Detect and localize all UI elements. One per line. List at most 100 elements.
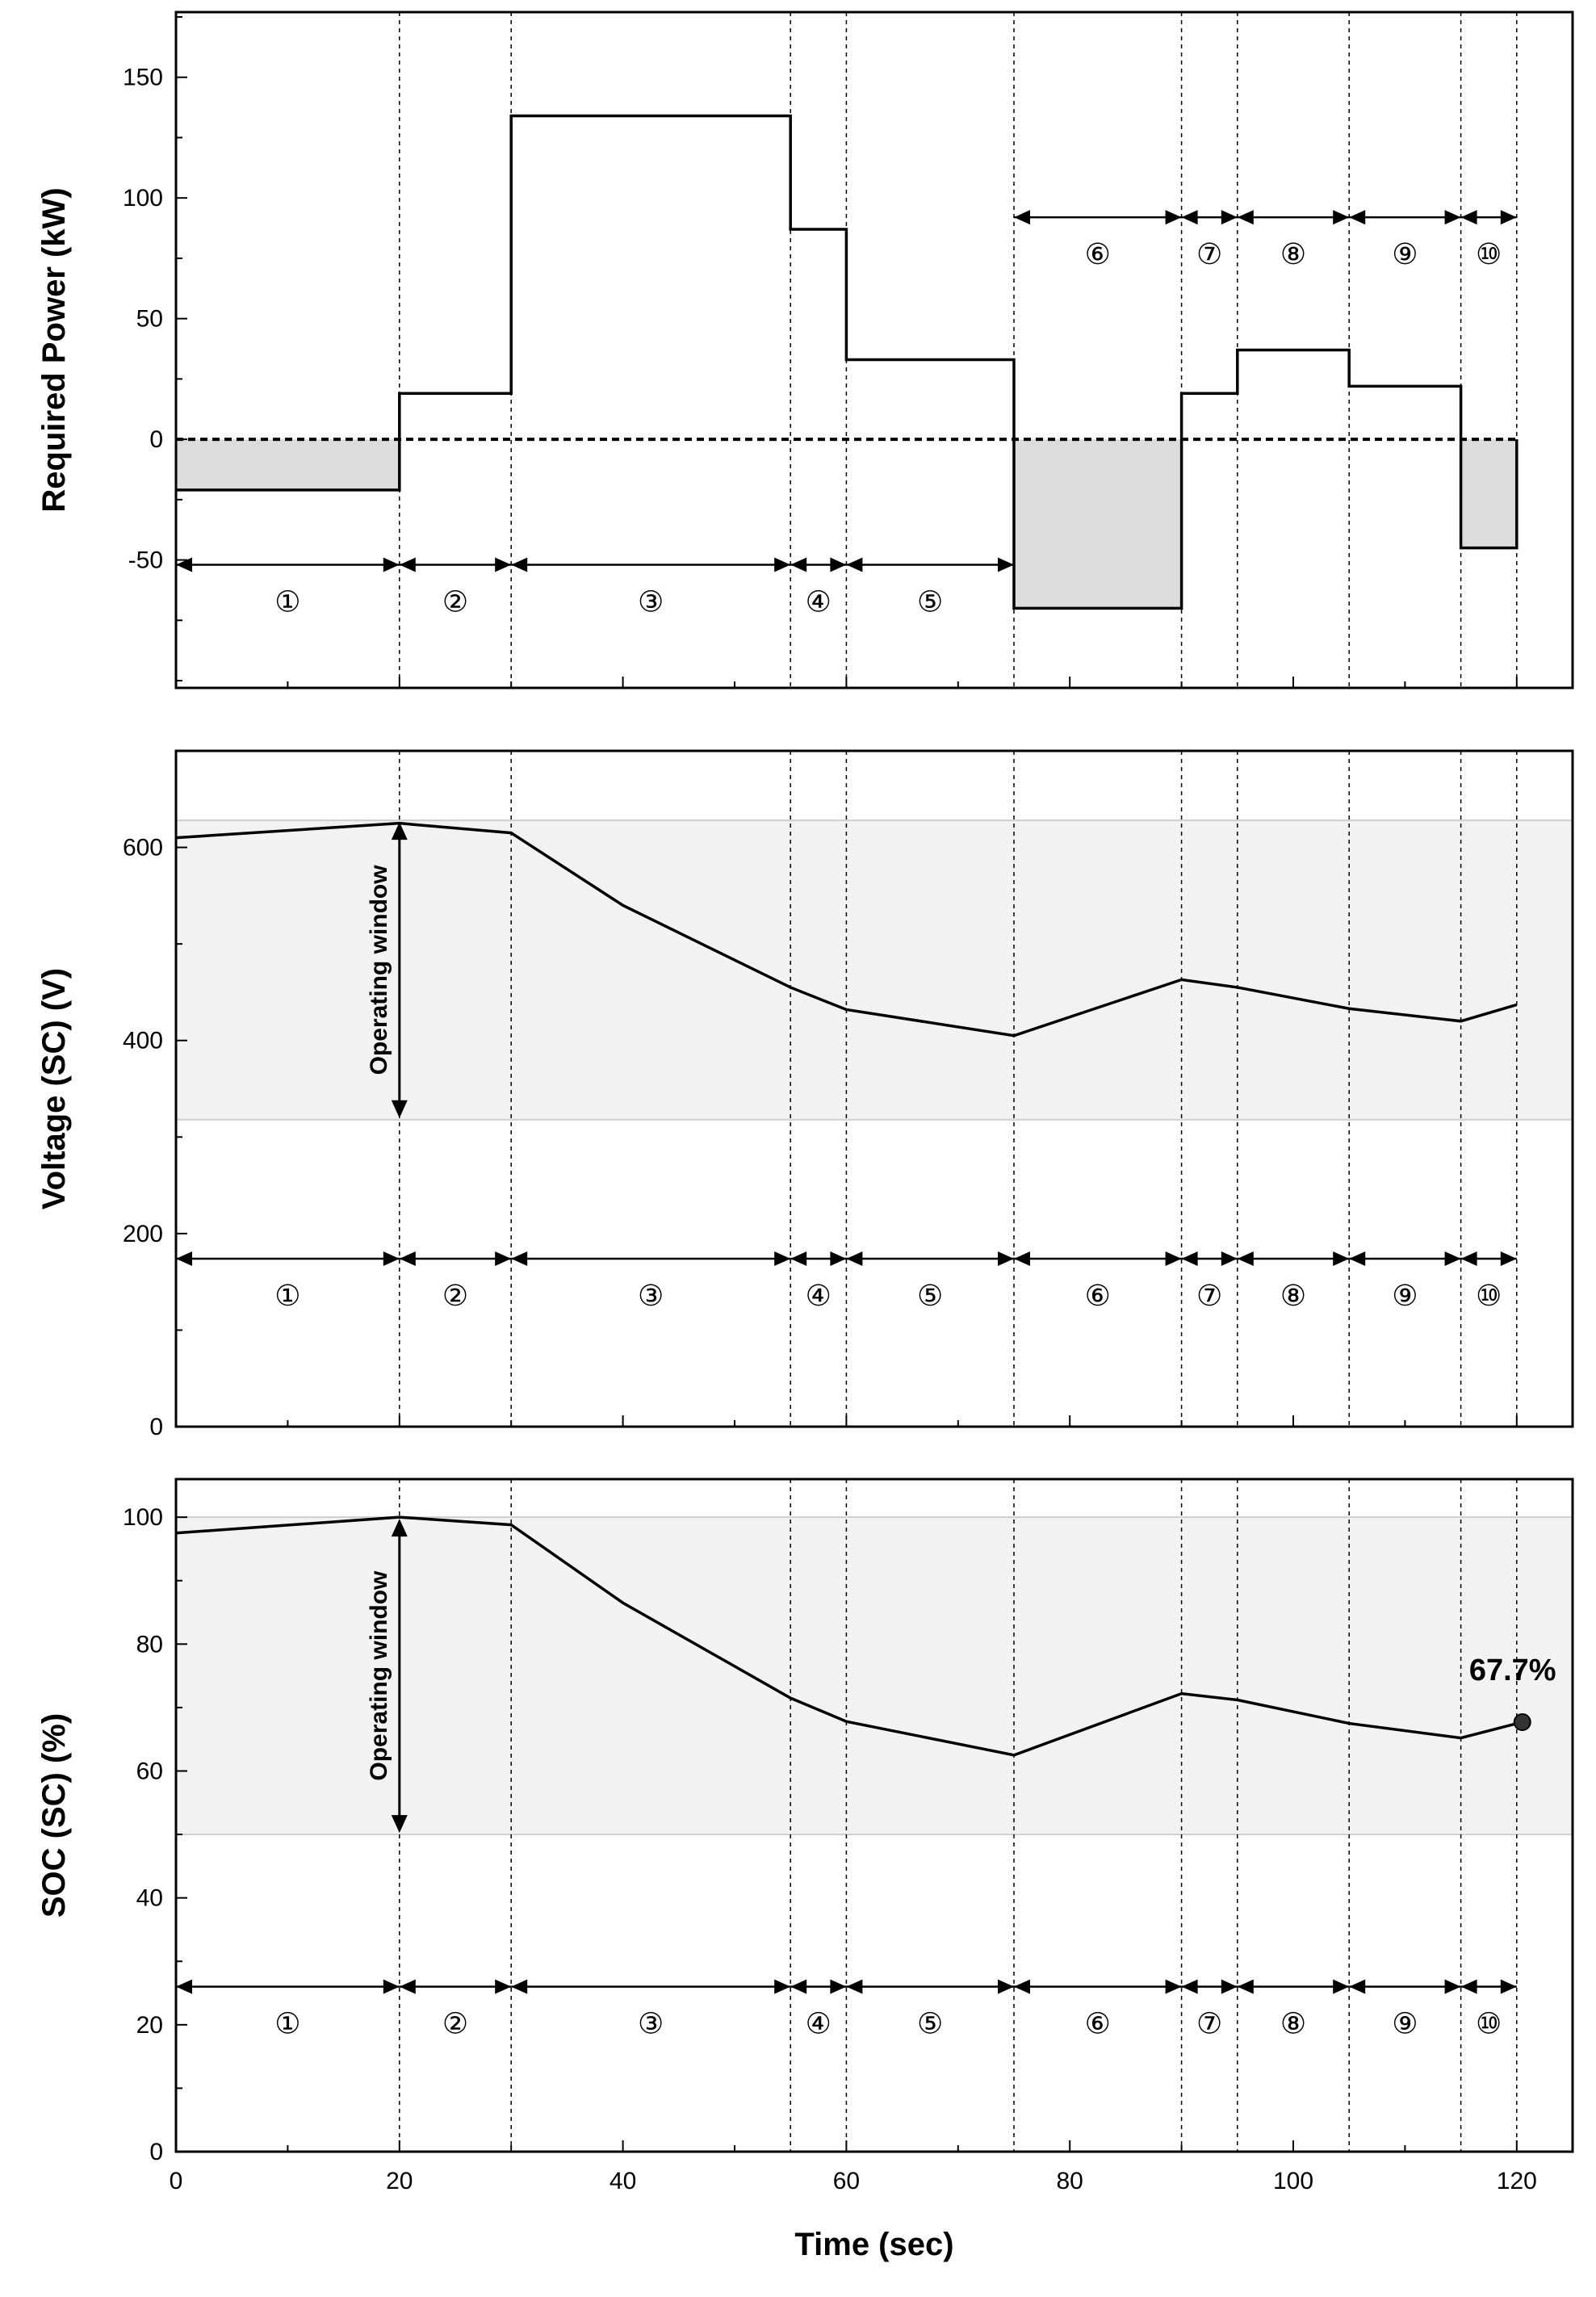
soc-end-value-label: 67.7% — [1469, 1654, 1556, 1687]
power-negative-shade — [1460, 439, 1517, 548]
power-segment-label: ④ — [806, 585, 832, 618]
soc-segment-arrowhead — [511, 1979, 528, 1994]
power-negative-shade — [176, 439, 400, 490]
power-y-tick-label: 100 — [123, 185, 163, 212]
voltage-segment-label: ⑧ — [1280, 1279, 1306, 1312]
voltage-segment-arrowhead — [383, 1251, 400, 1266]
power-negative-shade — [1014, 439, 1182, 609]
soc-y-tick-label: 80 — [136, 1631, 163, 1658]
power-segment-arrowhead — [1444, 210, 1461, 225]
voltage-segment-arrowhead — [1014, 1251, 1030, 1266]
soc-y-axis-title: SOC (SC) (%) — [36, 1713, 72, 1918]
power-y-axis-title: Required Power (kW) — [36, 187, 72, 512]
power-segment-arrowhead — [1165, 210, 1182, 225]
voltage-segment-arrowhead — [1165, 1251, 1182, 1266]
voltage-segment-label: ① — [274, 1279, 300, 1312]
power-segment-arrowhead — [1221, 210, 1238, 225]
soc-x-tick-label: 60 — [833, 2168, 860, 2194]
voltage-segment-label: ④ — [806, 1279, 832, 1312]
voltage-segment-arrowhead — [1500, 1251, 1517, 1266]
soc-x-tick-label: 100 — [1273, 2168, 1313, 2194]
soc-series-line — [175, 1515, 1523, 1757]
power-segment-label: ⑤ — [917, 585, 943, 618]
voltage-y-tick-label: 200 — [123, 1221, 163, 1247]
power-segment-arrowhead — [1333, 210, 1350, 225]
soc-segment-arrowhead — [1014, 1979, 1030, 1994]
power-segment-arrowhead — [1181, 210, 1198, 225]
soc-window-arrowhead — [391, 1519, 408, 1537]
voltage-operating-window-band — [175, 819, 1573, 1121]
soc-segment-arrowhead — [1165, 1979, 1182, 1994]
soc-segment-arrowhead — [790, 1979, 807, 1994]
soc-end-marker — [1513, 1712, 1531, 1731]
power-plot-frame — [174, 10, 1574, 690]
soc-segment-label: ⑨ — [1392, 2007, 1418, 2040]
soc-segment-arrowhead — [830, 1979, 847, 1994]
power-segment-arrowhead — [1237, 210, 1254, 225]
power-y-tick-label: 0 — [149, 426, 163, 453]
voltage-y-axis-title: Voltage (SC) (V) — [36, 968, 72, 1209]
power-segment-arrowhead — [399, 557, 416, 572]
soc-plot-frame — [174, 1478, 1574, 2153]
voltage-segment-label: ③ — [638, 1279, 664, 1312]
soc-segment-arrowhead — [1181, 1979, 1198, 1994]
power-y-tick-label: 50 — [136, 306, 163, 333]
voltage-segment-arrowhead — [495, 1251, 512, 1266]
soc-segment-arrowhead — [495, 1979, 512, 1994]
power-segment-label: ② — [442, 585, 468, 618]
voltage-operating-window-label: Operating window — [366, 865, 392, 1075]
voltage-segment-arrowhead — [1221, 1251, 1238, 1266]
power-segment-arrowhead — [511, 557, 528, 572]
soc-x-tick-label: 120 — [1497, 2168, 1537, 2194]
soc-segment-label: ④ — [806, 2007, 832, 2040]
power-segment-arrowhead — [774, 557, 791, 572]
power-segment-arrowhead — [1014, 210, 1030, 225]
voltage-segment-arrowhead — [790, 1251, 807, 1266]
power-panel: ① ② ③ ④ ⑤ ⑥ ⑦ ⑧ ⑨ ⑩ -50 0 50 100 150 Required Power (kW… — [36, 10, 1574, 690]
soc-segment-label: ⑩ — [1476, 2007, 1502, 2040]
voltage-segment-label: ⑦ — [1196, 1279, 1222, 1312]
soc-y-tick-label: 40 — [136, 1885, 163, 1912]
soc-x-tick-label: 0 — [170, 2168, 183, 2194]
voltage-segment-label: ⑤ — [917, 1279, 943, 1312]
soc-x-tick-label: 80 — [1057, 2168, 1083, 2194]
power-segment-arrowhead — [998, 557, 1014, 572]
soc-operating-window-label: Operating window — [366, 1570, 392, 1781]
soc-segment-label: ⑦ — [1196, 2007, 1222, 2040]
voltage-series-line — [175, 821, 1518, 1037]
soc-x-tick-label: 20 — [386, 2168, 413, 2194]
voltage-segment-label: ⑥ — [1085, 1279, 1111, 1312]
soc-segment-label: ⑥ — [1085, 2007, 1111, 2040]
voltage-y-tick-label: 600 — [123, 835, 163, 861]
soc-segment-arrowhead — [176, 1979, 192, 1994]
power-segment-arrowhead — [1349, 210, 1366, 225]
voltage-y-tick-label: 0 — [149, 1414, 163, 1440]
soc-segment-label: ⑤ — [917, 2007, 943, 2040]
voltage-y-tick-label: 400 — [123, 1028, 163, 1054]
soc-y-tick-label: 60 — [136, 1758, 163, 1784]
power-segment-arrowhead — [176, 557, 192, 572]
soc-panel: ① ② ③ ④ ⑤ ⑥ ⑦ ⑧ ⑨ ⑩ Operating window 67.7% 0 20 40 60 80… — [36, 1478, 1574, 2262]
soc-operating-window-band — [175, 1516, 1573, 1836]
voltage-segment-arrowhead — [1333, 1251, 1350, 1266]
power-segment-arrowhead — [830, 557, 847, 572]
soc-segment-arrowhead — [383, 1979, 400, 1994]
voltage-segment-arrowhead — [176, 1251, 192, 1266]
soc-y-tick-label: 100 — [123, 1504, 163, 1531]
soc-y-tick-label: 20 — [136, 2012, 163, 2039]
power-series-line — [176, 114, 1519, 610]
power-segment-arrowhead — [1500, 210, 1517, 225]
power-segment-arrowhead — [383, 557, 400, 572]
soc-segment-arrowhead — [1333, 1979, 1350, 1994]
soc-segment-label: ② — [442, 2007, 468, 2040]
power-segment-label: ⑩ — [1476, 237, 1502, 270]
soc-segment-arrowhead — [1221, 1979, 1238, 1994]
power-segment-arrowhead — [846, 557, 863, 572]
soc-segment-label: ① — [274, 2007, 300, 2040]
power-segment-label: ① — [274, 585, 300, 618]
soc-x-axis-title: Time (sec) — [794, 2227, 953, 2262]
soc-segment-arrowhead — [1460, 1979, 1477, 1994]
power-segment-label: ⑨ — [1392, 237, 1418, 270]
voltage-segment-arrowhead — [1237, 1251, 1254, 1266]
